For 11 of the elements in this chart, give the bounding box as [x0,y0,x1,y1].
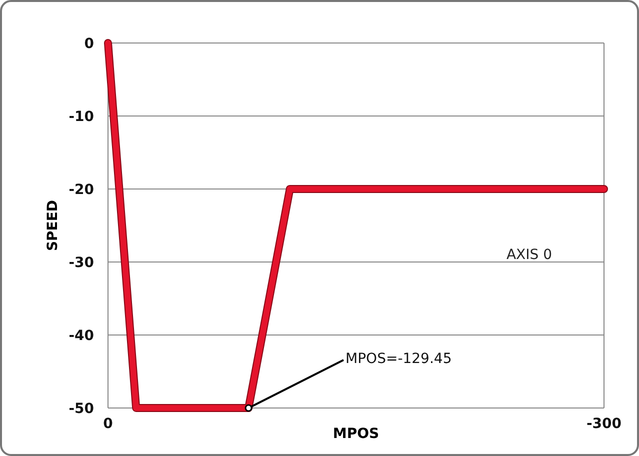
annotation: MPOS=-129.45 [346,351,452,367]
y-tick-label: -20 [68,182,94,198]
y-tick-label: -10 [68,108,94,125]
y-tick-label: -40 [68,328,94,344]
x-tick-label: -300 [586,416,622,432]
y-tick-label: 0 [84,36,94,52]
y-tick-label: -30 [68,254,94,271]
text: AXIS 0 [506,247,552,263]
y-axis-title: SPEED [45,200,61,252]
x-axis-title: MPOS [332,426,380,442]
y-tick-label: -50 [68,400,94,417]
